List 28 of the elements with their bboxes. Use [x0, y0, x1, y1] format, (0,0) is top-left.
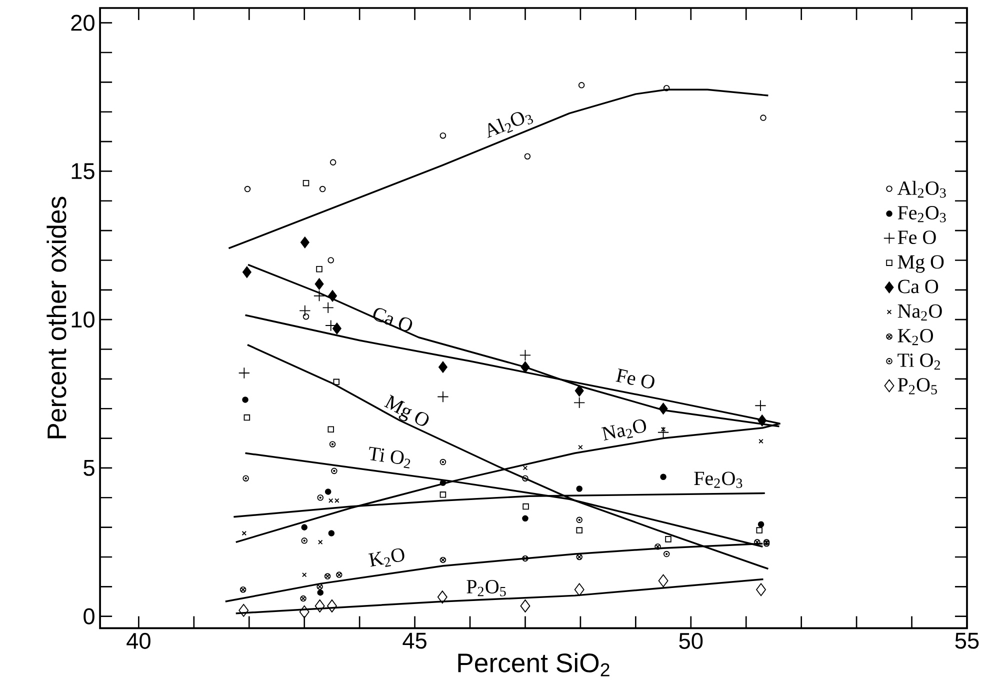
legend-label: Fe O	[898, 230, 936, 244]
legend-label: K$_{2}$O	[898, 329, 933, 346]
annotation: K$_{2}$O	[368, 548, 404, 568]
legend-label: Ca O	[898, 280, 938, 294]
annotation: Na$_{2}$O	[601, 420, 646, 441]
legend-label: Ti O$_{2}$	[898, 354, 940, 370]
y-tick-label: 0	[84, 608, 94, 624]
annotation: Mg O	[384, 394, 429, 426]
x-tick-label: 45	[402, 632, 426, 649]
annotation: Al$_{2}$O$_{3}$	[488, 112, 534, 138]
legend-label: Mg O	[898, 255, 944, 273]
y-tick-label: 20	[71, 14, 94, 31]
x-axis-title: Percent SiO$_{2}$	[458, 652, 610, 676]
annotation: Ti O$_{2}$	[369, 446, 410, 468]
legend-label: Fe$_{2}$O$_{3}$	[898, 206, 946, 222]
y-tick-label: 10	[72, 312, 94, 328]
annotation: Fe$_{2}$O$_{3}$	[694, 472, 742, 488]
x-tick-label: 55	[955, 632, 979, 649]
legend-label: Al$_{2}$O$_{3}$	[897, 180, 946, 198]
y-tick-label: 5	[84, 460, 94, 476]
annotation: Fe O	[616, 368, 654, 388]
legend-label: Na$_{2}$O	[898, 304, 942, 321]
annotation: P$_{2}$O$_{5}$	[466, 580, 506, 596]
x-tick-label: 50	[679, 632, 703, 650]
legend-label: P$_{2}$O$_{5}$	[898, 378, 937, 394]
y-axis-title: Percent other oxides	[46, 196, 66, 438]
x-tick-label: 40	[126, 632, 150, 650]
y-tick-label: 15	[72, 163, 94, 180]
